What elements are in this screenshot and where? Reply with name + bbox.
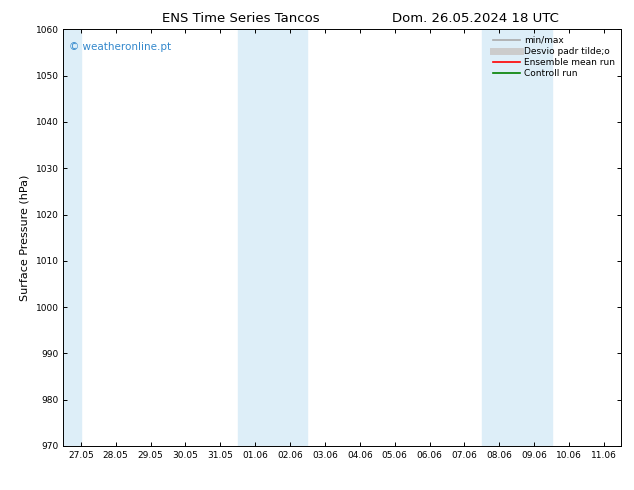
Text: ENS Time Series Tancos: ENS Time Series Tancos bbox=[162, 12, 320, 25]
Legend: min/max, Desvio padr tilde;o, Ensemble mean run, Controll run: min/max, Desvio padr tilde;o, Ensemble m… bbox=[491, 34, 617, 80]
Text: Dom. 26.05.2024 18 UTC: Dom. 26.05.2024 18 UTC bbox=[392, 12, 559, 25]
Bar bbox=[482, 29, 552, 446]
Y-axis label: Surface Pressure (hPa): Surface Pressure (hPa) bbox=[20, 174, 30, 301]
Bar bbox=[63, 29, 81, 446]
Bar bbox=[238, 29, 307, 446]
Text: © weatheronline.pt: © weatheronline.pt bbox=[69, 42, 171, 52]
